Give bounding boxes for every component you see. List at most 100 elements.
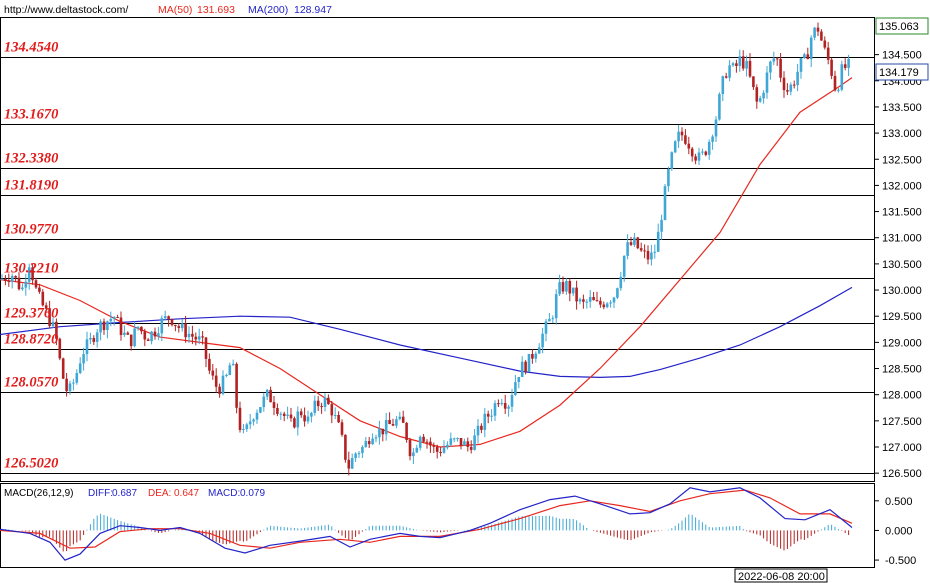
- candle-body: [792, 84, 796, 86]
- candle-body: [748, 60, 752, 77]
- candle-body: [442, 447, 446, 453]
- candle-body: [809, 37, 813, 60]
- candle-body: [677, 131, 680, 142]
- candle-body: [333, 415, 337, 416]
- candle-body: [803, 54, 806, 58]
- price-tick-label: 131.500: [882, 207, 922, 219]
- candle-body: [616, 288, 619, 298]
- candle-body: [123, 332, 126, 335]
- ma200-line: [0, 286, 853, 379]
- candle-body: [789, 84, 793, 92]
- candle-body: [44, 305, 48, 309]
- candle-body: [469, 446, 473, 450]
- candle-body: [595, 300, 599, 302]
- candle-body: [830, 59, 833, 76]
- candle-body: [65, 378, 68, 392]
- candle-body: [650, 252, 653, 260]
- candle-body: [786, 90, 789, 92]
- candle-body: [534, 353, 538, 359]
- candle-body: [310, 412, 313, 417]
- level-label: 130.2210: [4, 261, 58, 277]
- macd-histogram: [1, 513, 850, 552]
- candle-body: [289, 414, 293, 419]
- candle-body: [588, 297, 592, 302]
- candle-body: [361, 447, 364, 453]
- candle-body: [235, 363, 238, 408]
- candle-body: [432, 445, 436, 447]
- macd-diff-label: DIFF:: [88, 488, 113, 499]
- ma50-line: [0, 77, 853, 448]
- candle-body: [330, 404, 334, 416]
- candle-body: [401, 416, 405, 423]
- candle-body: [510, 395, 514, 407]
- candle-body: [72, 382, 75, 384]
- candle-body: [806, 54, 810, 60]
- candle-body: [636, 237, 640, 249]
- candle-body: [847, 58, 850, 68]
- candle-body: [150, 331, 153, 342]
- macd-axis: 0.500 0.000 -0.500: [874, 496, 916, 567]
- candle-body: [167, 316, 170, 320]
- candle-body: [452, 438, 456, 440]
- candle-body: [350, 458, 354, 469]
- candle-body: [762, 92, 765, 99]
- level-labels: 134.4540 133.1670 132.3380 131.8190 130.9770…: [4, 40, 58, 472]
- candle-body: [527, 354, 531, 372]
- candle-body: [425, 441, 429, 443]
- candle-body: [524, 361, 527, 372]
- candle-body: [102, 321, 106, 330]
- candle-body: [507, 406, 510, 409]
- candle-body: [643, 250, 646, 252]
- candle-body: [136, 326, 140, 329]
- candle-body: [707, 141, 711, 155]
- macd-tick-label: 0.000: [885, 525, 913, 537]
- candle-body: [187, 333, 191, 338]
- candle-body: [313, 400, 317, 413]
- candle-body: [551, 318, 555, 320]
- candle-body: [347, 459, 351, 469]
- macd-dea-value: 0.647: [174, 488, 199, 499]
- candle-body: [34, 280, 38, 288]
- candle-body: [711, 136, 714, 142]
- candle-body: [68, 383, 72, 392]
- candle-body: [58, 338, 62, 359]
- candle-body: [51, 321, 55, 326]
- candle-body: [837, 89, 840, 91]
- price-tick-label: 133.000: [882, 128, 922, 140]
- candle-body: [670, 152, 674, 169]
- candle-body: [364, 441, 368, 447]
- candle-body: [796, 71, 799, 86]
- candle-body: [782, 77, 786, 91]
- candle-body: [27, 267, 31, 282]
- macd-hist-value: 0.079: [240, 488, 265, 499]
- candle-body: [320, 406, 323, 408]
- price-tick-label: 132.000: [882, 180, 922, 192]
- candle-body: [378, 428, 381, 438]
- candle-body: [194, 336, 198, 340]
- macd-tick-label: -0.500: [885, 555, 916, 567]
- candle-body: [656, 231, 660, 252]
- level-label: 134.4540: [4, 40, 58, 56]
- candle-body: [119, 317, 123, 335]
- candle-body: [174, 324, 177, 327]
- candle-body: [106, 321, 109, 330]
- candle-body: [38, 287, 41, 292]
- candle-body: [435, 446, 439, 452]
- candle-body: [544, 321, 548, 334]
- candle-body: [718, 94, 721, 120]
- candle-body: [293, 418, 296, 428]
- candle-body: [561, 282, 565, 292]
- candle-body: [316, 400, 320, 407]
- candle-body: [517, 377, 521, 382]
- candle-body: [259, 407, 262, 413]
- candle-body: [520, 361, 524, 377]
- current-price-box: [875, 63, 929, 81]
- macd-title: MACD(26,12,9): [4, 488, 73, 499]
- candle-body: [626, 242, 629, 256]
- price-tick-label: 129.500: [882, 311, 922, 323]
- candle-body: [143, 331, 147, 340]
- candle-body: [490, 415, 493, 417]
- high-price-box: [875, 17, 929, 35]
- macd-hist-label: MACD:: [208, 488, 240, 499]
- candle-body: [415, 447, 419, 453]
